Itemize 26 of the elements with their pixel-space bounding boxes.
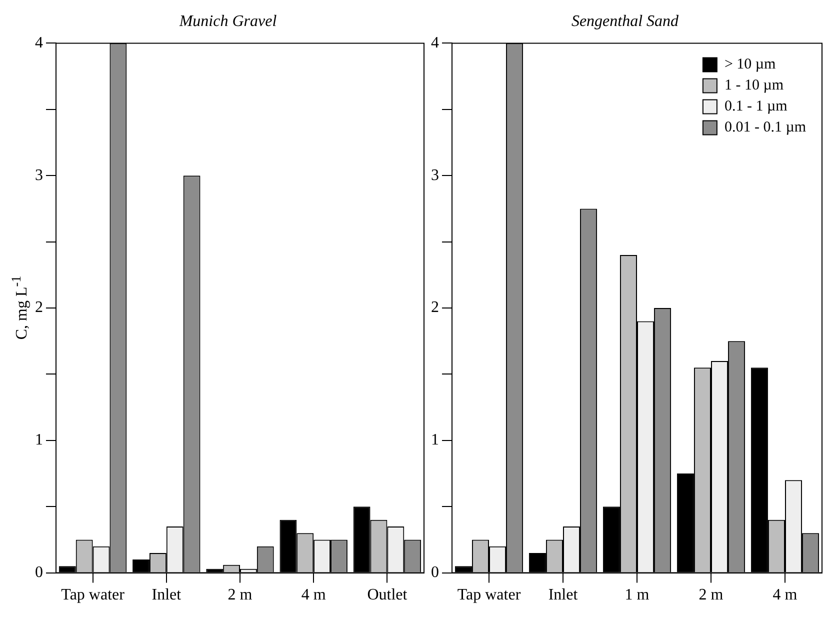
x-tick-label: 1 m [624, 586, 650, 604]
y-tick-label: 2 [431, 299, 439, 316]
chart-title: Sengenthal Sand [571, 12, 680, 30]
legend-label: 0.1 - 1 µm [724, 98, 788, 115]
x-tick-label: Outlet [367, 586, 408, 604]
y-tick-label: 3 [35, 166, 43, 184]
y-tick-label: 4 [35, 34, 43, 52]
legend-label: 0.01 - 0.1 µm [724, 120, 806, 136]
y-tick-label: 1 [35, 432, 43, 449]
x-tick-label: 4 m [772, 586, 798, 604]
chart-title: Munich Gravel [178, 12, 278, 30]
y-tick-label: 4 [431, 34, 439, 52]
y-tick-label: 1 [431, 432, 439, 449]
x-tick-label: Inlet [548, 586, 578, 604]
x-tick-label: Tap water [457, 586, 522, 604]
legend-label: > 10 µm [724, 56, 776, 73]
x-tick-label: Inlet [152, 586, 182, 604]
y-tick-label: 3 [431, 166, 439, 184]
y-tick-label: 0 [35, 564, 43, 582]
y-tick-label: 2 [35, 299, 43, 316]
legend-label: 1 - 10 µm [724, 78, 784, 94]
x-tick-label: Tap water [61, 586, 126, 604]
x-tick-label: 2 m [228, 586, 253, 604]
x-tick-label: 2 m [698, 586, 724, 604]
x-tick-label: 4 m [301, 586, 326, 604]
y-tick-label: 0 [431, 564, 439, 582]
